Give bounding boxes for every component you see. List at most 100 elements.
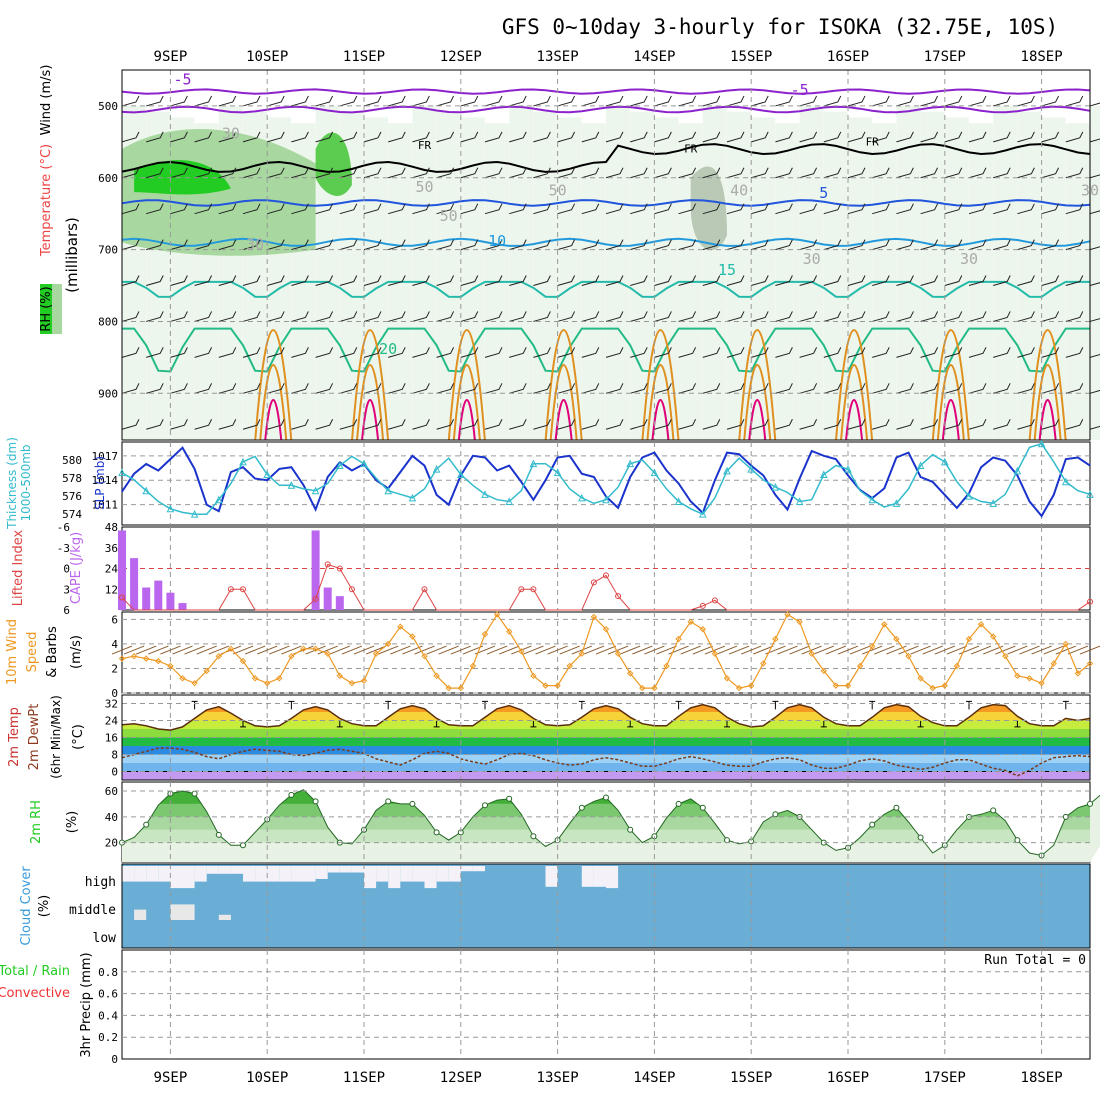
pressure-tick: 800: [98, 315, 118, 328]
wind-barb: [605, 383, 624, 394]
wind-barb: [218, 311, 237, 322]
precip-tick: 0.2: [98, 1031, 118, 1044]
upper-air-panel: 500 600 700 800 900 -5 -5 FR FR FR 5 10 15 20 30 30 50 30…: [39, 65, 1100, 441]
wind-barb: [583, 645, 605, 655]
wind-speed-marker: [348, 679, 356, 687]
wind-barb: [605, 95, 624, 107]
wind-barb: [581, 311, 600, 322]
wind-barb: [886, 645, 907, 655]
temp-band: [122, 720, 1090, 729]
wind-barb: [315, 311, 334, 322]
wind-barb: [1041, 383, 1060, 394]
wind-barb: [1055, 645, 1076, 655]
pressure-tick: 500: [98, 100, 118, 113]
wind-barb: [146, 311, 164, 322]
wind-barb: [847, 167, 866, 179]
thickness-marker: [844, 464, 852, 473]
wind-barb: [388, 239, 406, 251]
wind-barb: [267, 275, 285, 287]
wind-barb: [460, 275, 479, 287]
wind-speed-marker: [457, 684, 465, 692]
wind-barb: [1065, 311, 1084, 322]
wind-barb: [121, 95, 140, 107]
wind-barb: [533, 311, 551, 322]
wind-speed-marker: [832, 682, 840, 689]
thickness-marker: [577, 493, 586, 502]
wind-barb: [823, 239, 842, 251]
wind-speed-marker: [324, 650, 331, 657]
wind-barb: [847, 347, 866, 358]
wind-barb: [460, 311, 479, 322]
wind-barb: [242, 275, 261, 287]
thickness-tick: 574: [62, 508, 82, 521]
wind-barb: [775, 347, 793, 358]
wind-barb: [702, 131, 721, 143]
contour-label: 20: [379, 340, 397, 358]
wind-barb: [944, 239, 963, 251]
wind-barb: [194, 383, 213, 394]
temp-band: [122, 763, 1090, 772]
wind-barb: [968, 95, 987, 107]
wind-barb: [896, 131, 914, 143]
wind-barb: [571, 645, 592, 655]
temperature-contour: [121, 143, 1091, 173]
rh-marker: [990, 807, 997, 814]
thickness-marker: [214, 495, 223, 504]
cloud-high-bar: [279, 866, 292, 882]
temp-band: [122, 737, 1090, 746]
warm-contour: [646, 364, 675, 441]
contour-label: 30: [803, 250, 821, 268]
wind-barb: [605, 311, 624, 322]
wind-barb: [751, 203, 769, 215]
warm-contour: [835, 329, 874, 441]
wind-barb: [605, 275, 624, 287]
wind-barb: [654, 95, 672, 107]
wind-barb: [218, 167, 237, 179]
temp-label: 2m Temp: [7, 707, 22, 767]
rh-colorbar: [52, 284, 62, 334]
temp-band: [122, 746, 1090, 755]
wind-barb: [898, 645, 919, 655]
thickness-marker: [819, 470, 828, 478]
rh-shade: [509, 105, 534, 440]
wind-barb: [726, 95, 745, 107]
contour-label: FR: [418, 139, 432, 152]
wind-speed-marker: [844, 682, 852, 689]
wind-barb: [823, 131, 842, 143]
wind-barb: [920, 167, 939, 179]
wind-barb: [799, 275, 818, 287]
rh-shade: [460, 117, 485, 440]
thickness-tick: 578: [62, 472, 82, 485]
wind-barb: [436, 95, 455, 107]
rh-shade: [1017, 111, 1042, 440]
rh-shade: [533, 111, 558, 440]
wind-speed-marker: [421, 652, 428, 660]
cape-bar: [130, 558, 139, 610]
wind-barb: [509, 95, 527, 107]
wind-barb: [1041, 203, 1060, 215]
thickness-marker: [311, 486, 320, 495]
max-marker: [578, 700, 585, 710]
wind-barb: [339, 203, 358, 215]
temp-tick: 8: [111, 749, 118, 762]
rh-marker: [1087, 800, 1093, 807]
rh-shade-max: [315, 132, 352, 196]
panel-frame: [121, 694, 1091, 781]
precip-panel: 0.8 0.6 0.4 0.2 0 Run Total = 0 Total / Rain Co…: [0, 949, 1091, 1066]
wind-barb: [775, 275, 793, 287]
thickness-marker: [892, 499, 901, 507]
wind-barb: [484, 383, 503, 394]
wind-barb: [499, 645, 520, 655]
wind-barb: [654, 383, 672, 394]
cloud-high-bar: [339, 866, 352, 873]
wind-barb: [702, 383, 721, 394]
wind-barb: [726, 275, 745, 287]
wind-barb: [509, 239, 527, 251]
wind-barb: [557, 203, 576, 215]
rh-marker: [627, 826, 634, 833]
thickness-marker: [553, 468, 562, 477]
thickness-marker: [166, 504, 175, 513]
wind-barb: [339, 311, 358, 322]
wind-barb: [146, 275, 164, 287]
wind-barb: [872, 275, 890, 287]
